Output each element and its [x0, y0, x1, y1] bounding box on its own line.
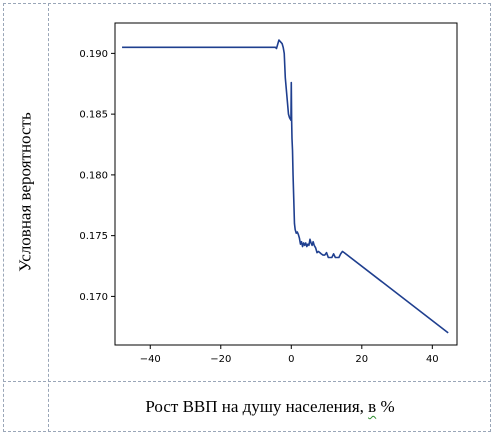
- x-tick-label: 40: [426, 354, 439, 365]
- y-axis-label: Условная вероятность: [15, 112, 35, 272]
- series-line: [122, 39, 449, 334]
- x-axis-label-unit: %: [380, 397, 395, 416]
- x-tick-label: −20: [210, 354, 231, 365]
- x-axis-label: Рост ВВП на душу населения, в %: [145, 397, 394, 417]
- line-chart: −40 −20 0 20 40 0.170 0.175 0.180 0.185 0.190: [79, 22, 458, 365]
- table-column-divider: [48, 3, 49, 432]
- table-row-divider: [3, 381, 491, 382]
- x-axis-label-cell: Рост ВВП на душу населения, в %: [49, 382, 491, 432]
- x-axis-ticks: −40 −20 0 20 40: [140, 345, 439, 365]
- y-tick-label: 0.185: [79, 110, 108, 121]
- y-tick-label: 0.175: [79, 231, 108, 242]
- y-tick-label: 0.190: [79, 49, 108, 60]
- x-axis-label-tail: в: [368, 397, 377, 416]
- x-tick-label: 0: [288, 354, 294, 365]
- y-tick-label: 0.180: [79, 170, 108, 181]
- x-axis-label-prefix: Рост ВВП на душу населения,: [145, 397, 364, 416]
- y-axis-label-cell: Условная вероятность: [3, 3, 48, 381]
- y-tick-label: 0.170: [79, 292, 108, 303]
- y-axis-ticks: 0.170 0.175 0.180 0.185 0.190: [79, 49, 115, 303]
- x-tick-label: 20: [355, 354, 368, 365]
- x-tick-label: −40: [140, 354, 161, 365]
- table-frame: [3, 3, 491, 432]
- plot-area-frame: [114, 22, 458, 346]
